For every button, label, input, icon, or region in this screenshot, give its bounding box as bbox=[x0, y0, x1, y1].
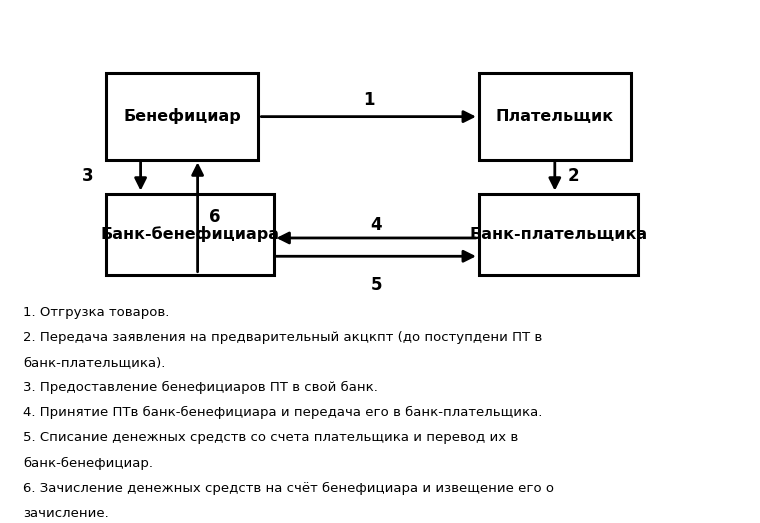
Text: Бенефициар: Бенефициар bbox=[124, 108, 241, 124]
Text: 3. Предоставление бенефициаров ПТ в свой банк.: 3. Предоставление бенефициаров ПТ в свой… bbox=[23, 381, 378, 394]
Text: Плательщик: Плательщик bbox=[496, 109, 614, 124]
Text: Банк-плательщика: Банк-плательщика bbox=[470, 226, 648, 242]
Text: 6: 6 bbox=[208, 208, 220, 226]
Text: 4. Принятие ПТв банк-бенефициара и передача его в банк-плательщика.: 4. Принятие ПТв банк-бенефициара и перед… bbox=[23, 406, 542, 419]
Bar bbox=[479, 73, 631, 160]
Text: Банк-бенефициара: Банк-бенефициара bbox=[100, 226, 280, 242]
Text: 5. Списание денежных средств со счета плательщика и перевод их в: 5. Списание денежных средств со счета пл… bbox=[23, 431, 518, 445]
Text: 6. Зачисление денежных средств на счёт бенефициара и извещение его о: 6. Зачисление денежных средств на счёт б… bbox=[23, 482, 554, 495]
Text: 3: 3 bbox=[81, 167, 93, 185]
Bar bbox=[106, 73, 258, 160]
Text: 2. Передача заявления на предварительный акцкпт (до поступдени ПТ в: 2. Передача заявления на предварительный… bbox=[23, 331, 542, 344]
Bar bbox=[479, 194, 638, 275]
Text: зачисление.: зачисление. bbox=[23, 507, 109, 520]
Text: 1. Отгрузка товаров.: 1. Отгрузка товаров. bbox=[23, 306, 169, 319]
Text: 1: 1 bbox=[363, 92, 375, 109]
Text: банк-бенефициар.: банк-бенефициар. bbox=[23, 457, 153, 470]
Bar bbox=[106, 194, 274, 275]
Text: 2: 2 bbox=[568, 167, 580, 185]
Text: 5: 5 bbox=[370, 276, 382, 294]
Text: 4: 4 bbox=[370, 216, 382, 234]
Text: банк-плательщика).: банк-плательщика). bbox=[23, 356, 165, 369]
